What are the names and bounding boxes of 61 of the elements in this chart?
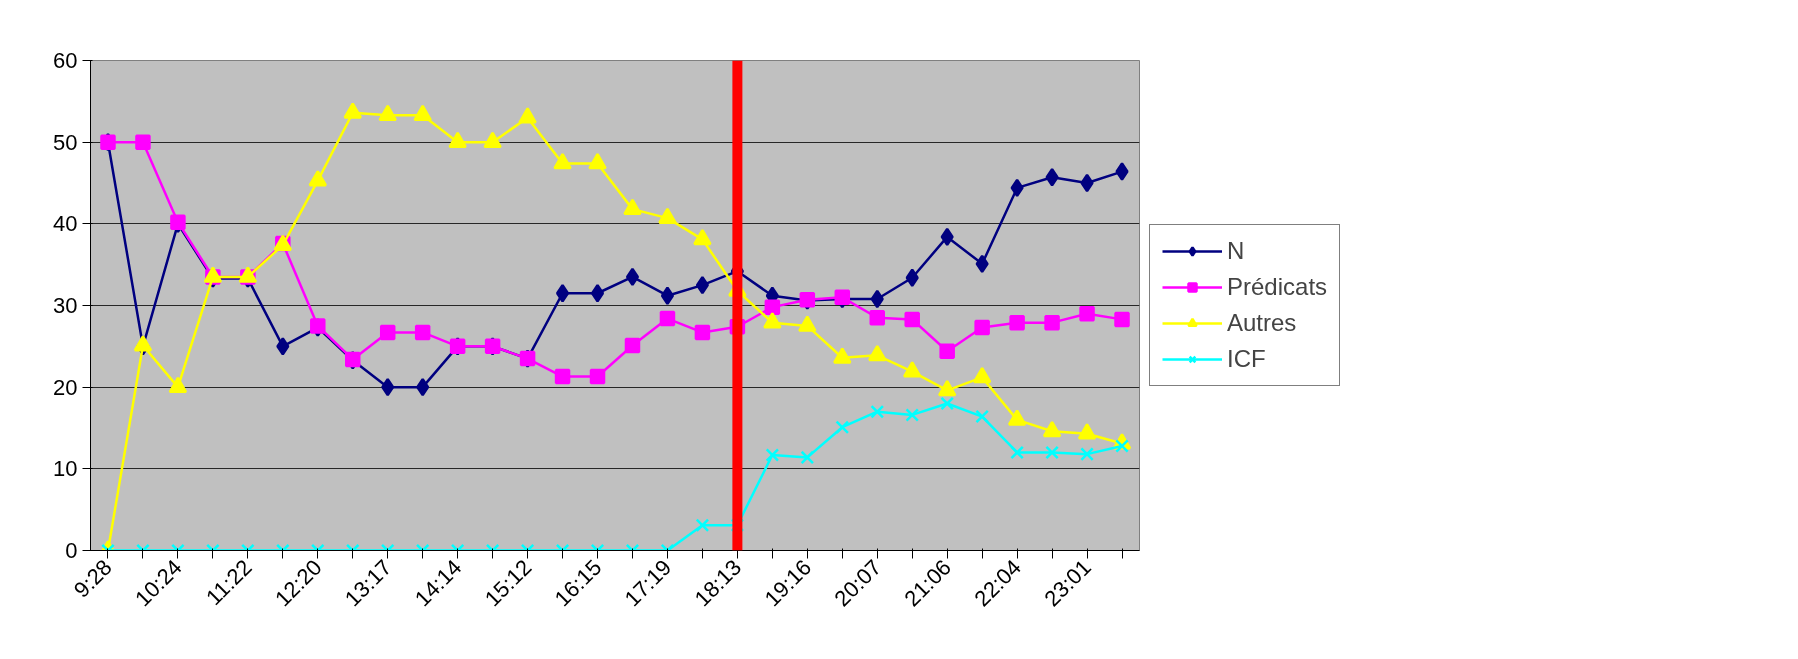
legend-label: ICF — [1227, 345, 1266, 373]
y-tick-label: 40 — [53, 211, 78, 237]
point — [939, 343, 955, 359]
point — [1079, 305, 1095, 322]
point — [624, 337, 641, 354]
point — [660, 286, 675, 305]
y-tick-label: 0 — [65, 538, 78, 563]
point — [1045, 168, 1059, 187]
point — [905, 268, 919, 287]
point — [972, 366, 992, 384]
point — [763, 312, 782, 329]
y-tick-label: 50 — [53, 129, 78, 155]
point — [940, 396, 955, 411]
point — [1114, 311, 1130, 328]
legend-label: N — [1227, 237, 1246, 265]
point — [905, 408, 920, 422]
point — [170, 214, 186, 230]
point — [381, 377, 395, 397]
point — [1007, 409, 1027, 426]
point — [870, 289, 884, 309]
point — [870, 404, 885, 419]
point — [168, 376, 188, 394]
point — [904, 311, 920, 328]
point — [868, 344, 887, 362]
point — [1044, 314, 1060, 331]
point — [414, 324, 431, 341]
point — [135, 134, 151, 150]
point — [416, 377, 430, 397]
point — [869, 310, 885, 326]
y-tick-label: 30 — [53, 293, 78, 318]
point — [798, 315, 817, 332]
point — [1009, 314, 1025, 331]
y-tick-label: 60 — [53, 48, 78, 73]
point — [833, 347, 852, 364]
point — [659, 310, 676, 327]
point — [974, 319, 990, 336]
point — [694, 324, 711, 341]
y-tick-label: 10 — [53, 456, 78, 482]
point — [276, 337, 290, 356]
point — [764, 299, 781, 315]
point — [554, 368, 571, 385]
point — [133, 335, 153, 352]
point — [1115, 162, 1129, 181]
point — [625, 267, 640, 287]
point — [902, 361, 922, 378]
point — [379, 324, 396, 341]
legend-label: Prédicats — [1227, 273, 1328, 301]
point — [1010, 178, 1024, 198]
point — [1077, 423, 1097, 440]
point — [1080, 173, 1094, 193]
point — [1042, 420, 1062, 438]
point — [589, 368, 606, 385]
point — [975, 254, 989, 274]
y-tick-label: 20 — [53, 374, 78, 400]
point — [555, 284, 570, 303]
point — [937, 379, 957, 397]
legend-label: Autres — [1227, 309, 1297, 337]
point — [975, 409, 990, 424]
point — [940, 227, 954, 247]
point — [590, 284, 605, 303]
point — [695, 275, 709, 295]
